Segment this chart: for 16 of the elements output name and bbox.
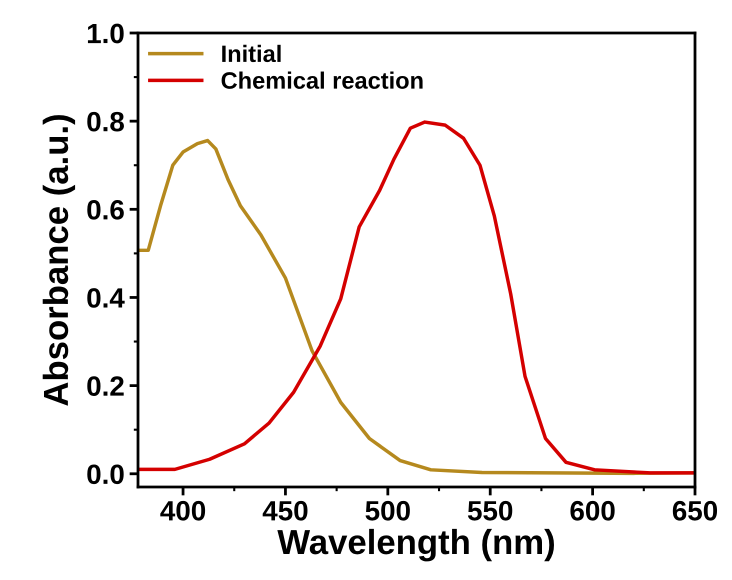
legend-label: Chemical reaction [222, 72, 423, 89]
y-tick-label: 0.4 [87, 288, 125, 308]
x-tick-label: 500 [366, 500, 410, 521]
x-tick-label: 550 [468, 500, 512, 521]
y-tick-label: 0.6 [87, 200, 124, 220]
y-tick-label: 0.8 [87, 112, 124, 132]
legend-label: Initial [222, 44, 281, 62]
x-tick-label: 650 [672, 500, 718, 521]
x-tick-label: 400 [160, 500, 206, 521]
y-axis-title: Absorbance (a.u.) [42, 115, 76, 406]
y-tick-label: 0.0 [87, 464, 124, 484]
x-tick-label: 600 [570, 500, 615, 521]
x-tick-label: 450 [262, 500, 308, 521]
y-tick-label: 0.2 [87, 376, 124, 396]
y-tick-label: 1.0 [88, 24, 124, 44]
x-axis-title: Wavelength (nm) [277, 528, 554, 562]
